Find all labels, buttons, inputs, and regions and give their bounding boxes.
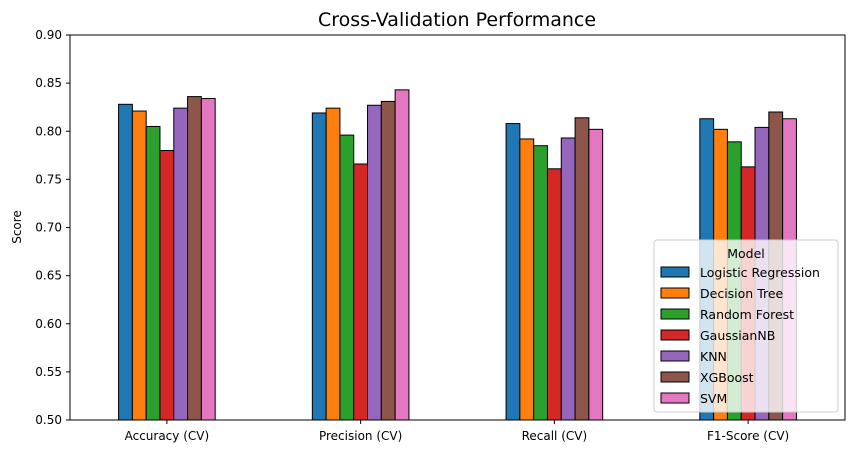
- bar-knn-precision-cv: [367, 104, 382, 421]
- bar-xgboost-recall-cv: [574, 117, 590, 421]
- y-tick-label: 0.60: [35, 317, 62, 331]
- y-tick-label: 0.90: [35, 28, 62, 42]
- legend-box: [653, 239, 839, 413]
- bar-xgboost-accuracy-cv: [187, 96, 202, 421]
- bar-logistic-regression-accuracy-cv: [118, 103, 133, 421]
- legend-swatch-logistic-regression: [660, 266, 690, 278]
- bar-gaussiannb-recall-cv: [546, 168, 562, 421]
- chart-title: Cross-Validation Performance: [318, 9, 596, 31]
- y-tick-label: 0.50: [35, 413, 62, 427]
- legend-swatch-knn: [660, 350, 690, 362]
- y-axis: 0.50 0.55 0.60 0.65 0.70 0.75 0.80 0.85 0.90: [35, 28, 70, 427]
- bar-knn-accuracy-cv: [173, 107, 189, 421]
- plot-frame: [69, 34, 846, 421]
- bar-random-forest-accuracy-cv: [145, 125, 161, 421]
- legend-label-knn: KNN: [700, 349, 727, 364]
- bar-svm-precision-cv: [394, 89, 410, 421]
- bar-xgboost-precision-cv: [380, 100, 396, 421]
- y-tick-label: 0.65: [35, 269, 62, 283]
- legend-swatch-random-forest: [660, 308, 690, 320]
- y-tick-label: 0.85: [35, 76, 62, 90]
- legend-label-random-forest: Random Forest: [700, 307, 794, 322]
- bar-random-forest-recall-cv: [533, 145, 548, 421]
- bar-gaussiannb-precision-cv: [353, 163, 369, 421]
- legend: Model Logistic Regression Decision Tree Ra…: [653, 239, 839, 413]
- legend-swatch-svm: [660, 392, 690, 404]
- bar-knn-recall-cv: [560, 137, 576, 421]
- legend-title: Model: [727, 246, 765, 261]
- bar-logistic-regression-precision-cv: [311, 112, 327, 421]
- x-tick-label: F1-Score (CV): [707, 429, 789, 443]
- x-tick-label: Recall (CV): [522, 429, 588, 443]
- legend-label-gaussiannb: GaussianNB: [700, 328, 775, 343]
- y-tick-label: 0.80: [35, 124, 62, 138]
- bar-decision-tree-recall-cv: [519, 138, 535, 421]
- y-tick-label: 0.70: [35, 221, 62, 235]
- legend-swatch-decision-tree: [660, 287, 690, 299]
- legend-label-svm: SVM: [700, 391, 727, 406]
- y-tick-label: 0.55: [35, 365, 62, 379]
- bar-svm-recall-cv: [588, 128, 604, 421]
- bar-decision-tree-accuracy-cv: [131, 110, 147, 421]
- legend-label-xgboost: XGBoost: [700, 370, 754, 385]
- x-axis: Accuracy (CV) Precision (CV) Recall (CV) F1…: [125, 420, 789, 443]
- bar-decision-tree-precision-cv: [325, 107, 341, 421]
- bar-gaussiannb-accuracy-cv: [159, 150, 175, 421]
- legend-label-logistic-regression: Logistic Regression: [700, 265, 820, 280]
- bar-random-forest-precision-cv: [339, 134, 355, 421]
- y-tick-label: 0.75: [35, 172, 62, 186]
- bar-logistic-regression-recall-cv: [505, 123, 521, 421]
- legend-swatch-gaussiannb: [660, 329, 690, 341]
- bar-svm-accuracy-cv: [200, 98, 216, 421]
- x-tick-label: Accuracy (CV): [125, 429, 210, 443]
- x-tick-label: Precision (CV): [319, 429, 402, 443]
- y-axis-label: Score: [10, 210, 24, 244]
- legend-label-decision-tree: Decision Tree: [700, 286, 784, 301]
- legend-swatch-xgboost: [660, 371, 690, 383]
